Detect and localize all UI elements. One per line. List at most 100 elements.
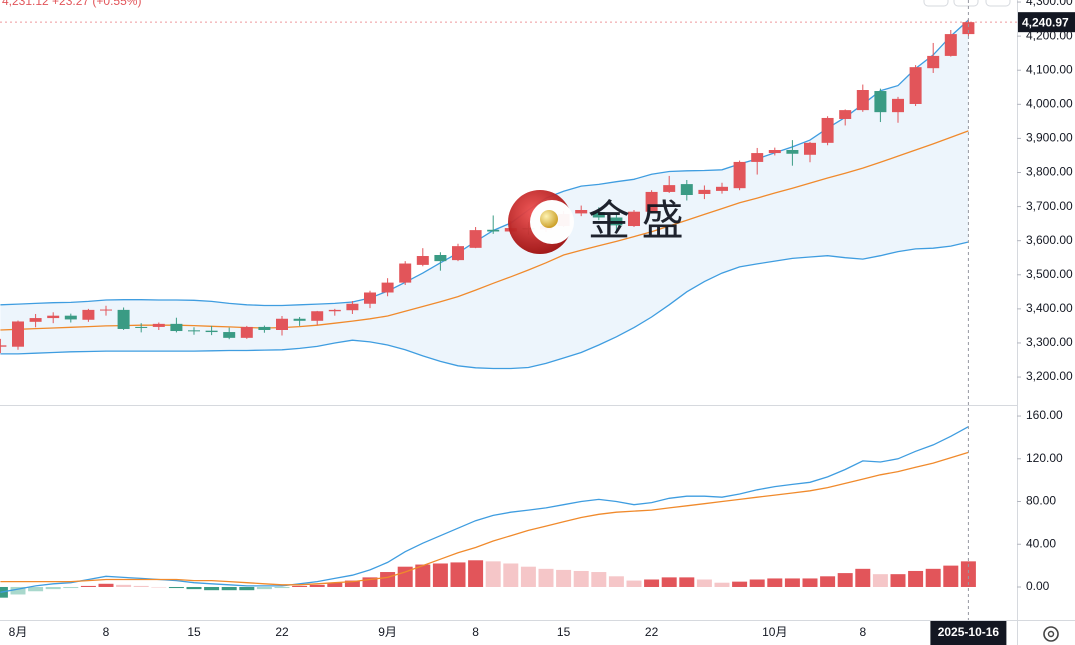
histogram-bar [485, 561, 501, 587]
histogram-bar [432, 563, 448, 587]
candle-body [645, 191, 658, 212]
candle-body [240, 326, 253, 338]
x-tick-label: 8月 [9, 625, 28, 639]
histogram-bar [292, 585, 308, 587]
histogram-bar [696, 579, 712, 587]
x-tick-label: 15 [187, 625, 201, 639]
candle-body [680, 184, 693, 195]
histogram-bar [943, 565, 959, 587]
candle-body [82, 309, 95, 320]
candle-body [892, 98, 904, 113]
histogram-bar [837, 573, 853, 587]
candle-body [839, 110, 852, 119]
settings-button[interactable] [1043, 626, 1059, 642]
histogram-bar [908, 570, 924, 587]
histogram-bar [855, 568, 871, 587]
candle-body [628, 211, 640, 227]
candle-body [856, 90, 869, 111]
toolbar-button[interactable] [985, 0, 1011, 7]
y-tick-label: 3,700.00 [1026, 199, 1073, 213]
histogram-bar [591, 572, 607, 587]
histogram-bar [344, 580, 360, 587]
last-price-box [1018, 12, 1075, 33]
candle-body [434, 255, 447, 262]
candle-body [804, 142, 816, 155]
histogram-bar [45, 586, 61, 590]
candle-body [223, 332, 236, 338]
indicator-line [0, 19, 969, 307]
last-price-label: 4,240.97 [1022, 15, 1069, 29]
histogram-bar [362, 577, 378, 587]
candle-body [751, 153, 764, 162]
histogram-bar [0, 586, 8, 598]
y-tick-label: 4,100.00 [1026, 62, 1073, 76]
gear-hub[interactable] [1047, 630, 1055, 638]
logo-ball [540, 210, 558, 228]
histogram-bar [256, 586, 272, 590]
candle-body [12, 321, 24, 347]
histogram-bar [784, 578, 800, 587]
histogram-bar [186, 586, 202, 590]
histogram-bar [503, 563, 519, 587]
candle-body [170, 323, 183, 332]
histogram-bar [626, 580, 642, 587]
histogram-bar [890, 574, 906, 587]
crosshair-date-box [930, 621, 1007, 645]
y-tick-label: 160.00 [1026, 408, 1063, 422]
candle-body [733, 161, 746, 189]
histogram-bar [380, 572, 396, 587]
histogram-bar [644, 579, 660, 587]
indicator-line [0, 241, 969, 370]
toolbar-button[interactable] [923, 0, 949, 7]
candle-body [364, 292, 376, 304]
histogram-bar [10, 586, 26, 595]
candle-body [100, 309, 112, 311]
candle-body [487, 229, 500, 232]
gear-icon[interactable] [1043, 626, 1059, 642]
histogram-bar [802, 578, 818, 587]
candle-body [786, 150, 799, 154]
candle-body [698, 189, 711, 194]
y-tick-label: 0.00 [1026, 579, 1050, 593]
candle-body [311, 311, 324, 321]
histogram-bar [133, 585, 149, 587]
histogram-bar [204, 586, 220, 591]
histogram-bar [274, 586, 290, 589]
y-tick-label: 3,300.00 [1026, 335, 1073, 349]
candle-body [909, 67, 922, 104]
band-fill [0, 20, 969, 369]
histogram-bar [63, 586, 79, 589]
indicator-line [0, 426, 969, 593]
candle-body [610, 217, 623, 226]
crosshair-date-label: 2025-10-16 [938, 625, 1000, 639]
histogram-bar [28, 586, 44, 592]
histogram-bar [221, 586, 237, 591]
candle-body [944, 34, 957, 56]
watermark-text: 金 盛 [588, 197, 684, 244]
candle-body [663, 185, 676, 192]
x-tick-label: 8 [103, 625, 110, 639]
candle-body [592, 212, 605, 218]
candle-body [381, 282, 394, 293]
candle-body [821, 117, 834, 143]
histogram-bar [679, 577, 695, 587]
candle-body [258, 326, 271, 330]
histogram-bar [820, 576, 836, 587]
toolbar-button[interactable] [953, 0, 979, 7]
histogram-bar [151, 586, 167, 588]
candle-body [328, 309, 341, 312]
histogram-bar [749, 579, 765, 587]
candle-body [874, 91, 887, 113]
candle-body [47, 315, 60, 319]
histogram-bar [925, 568, 941, 587]
histogram-bar [608, 576, 624, 587]
candle-body [452, 246, 464, 261]
candle-body [927, 55, 940, 69]
y-tick-label: 3,400.00 [1026, 301, 1073, 315]
histogram-bar [168, 586, 184, 589]
histogram-bar [468, 560, 484, 587]
histogram-bar [767, 578, 783, 587]
histogram-bar [661, 577, 677, 587]
x-tick-label: 22 [275, 625, 289, 639]
